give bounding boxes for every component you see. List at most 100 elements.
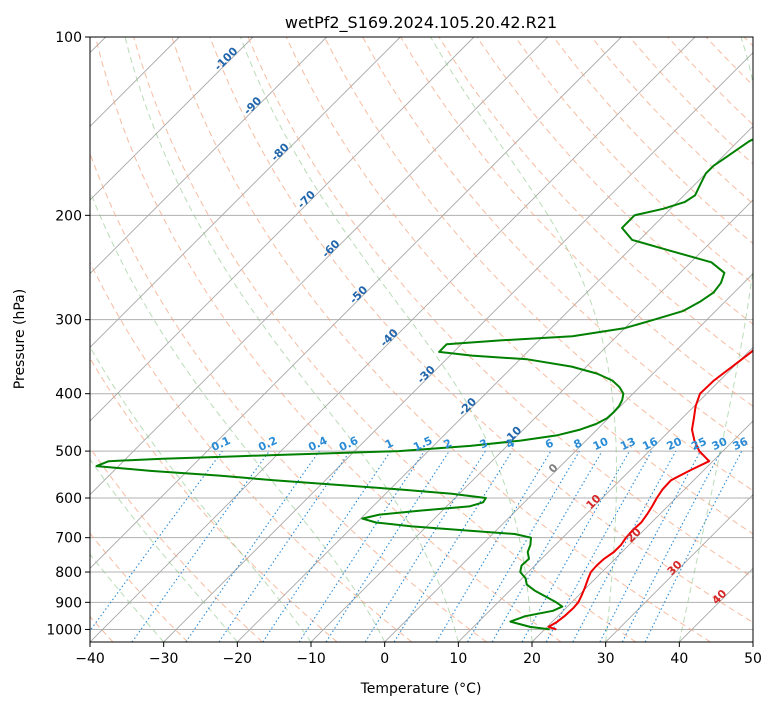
moist-adiabat-line [678,37,753,642]
x-tick-label: 40 [670,651,688,667]
dry-adiabat-line [705,37,753,87]
dry-adiabat-line [323,37,753,492]
mixing-ratio-line [393,450,513,642]
mixing-ratio-label: 25 [689,435,708,453]
dry-adiabat-line [90,446,263,642]
x-tick-label: −40 [75,651,105,667]
mixing-ratio-line [644,450,743,642]
x-tick-label: 10 [449,651,467,667]
isotherm-line [679,567,753,642]
isotherm-label: -90 [241,94,264,117]
dry-adiabat-line [90,357,338,642]
x-tick-label: −10 [296,651,326,667]
dry-adiabat-line [90,532,189,642]
mixing-ratio-line [325,450,450,642]
y-tick-label: 800 [55,565,82,581]
profile-series-line [547,349,753,631]
y-tick-label: 500 [55,444,82,460]
line-labels: 0.1 0.2 0.4 0.6 1 1.5 2 3 4 6 8 10 13 16 20 25 30 36-100-… [209,44,750,607]
y-tick-label: 1000 [46,622,82,638]
x-tick-label: 50 [744,651,762,667]
x-tick-label: −30 [149,651,179,667]
mixing-ratio-line [599,450,701,642]
isotherm-line [458,346,753,642]
mixing-ratio-label: 10 [591,435,611,453]
dry-adiabat-line [95,37,562,642]
profile-series [95,138,753,631]
isotherm-line [752,641,753,642]
moist-adiabat-line [239,37,533,642]
isotherm-line [605,494,753,642]
dry-adiabat-line [171,37,711,642]
y-tick-label: 200 [55,208,82,224]
mixing-ratio-line [185,450,320,642]
isotherm-line [90,37,401,348]
moist-adiabat-line [430,37,617,642]
dry-adiabat-line [552,37,753,245]
isotherm-line [90,37,327,275]
mixing-ratio-line [545,450,653,642]
y-tick-label: 900 [55,595,82,611]
mixing-ratio-line [364,450,486,642]
mixing-ratio-label: 1 [383,436,395,451]
isotherm-label: 40 [709,587,729,607]
plot-frame [89,36,754,643]
moist-adiabat-line [90,189,386,642]
y-tick-label: 700 [55,531,82,547]
isotherm-line [90,37,548,496]
isotherm-label: -20 [456,395,479,418]
isotherm-label: 10 [584,492,604,512]
dry-adiabat-line [209,37,753,623]
dry-adiabat-line [514,37,753,285]
mixing-ratio-line [521,450,630,642]
dry-adiabat-line [133,37,637,642]
mixing-ratio-label: 13 [618,435,637,453]
x-tick-label: 30 [597,651,615,667]
isotherm-label: -70 [295,188,318,211]
x-tick-label: −20 [223,651,253,667]
mixing-ratio-label: 30 [710,435,730,453]
x-axis-label: Temperature (°C) [360,681,482,697]
mixing-ratio-label: 16 [640,435,660,453]
x-tick-label: 20 [523,651,541,667]
mixing-ratio-line [218,450,351,642]
isotherm-line [90,37,254,201]
mixing-ratio-label: 36 [731,435,751,453]
isotherm-label: -80 [269,140,292,163]
dry-adiabat-line [90,261,413,642]
profile-series-line [95,138,753,631]
mixing-ratio-line [572,450,677,642]
y-axis-ticks: 100 200 300 400 500 600 700 800 900 1000 [46,30,90,638]
dry-adiabat-line [90,152,487,642]
y-tick-label: 600 [55,491,82,507]
isotherm-line [90,37,696,642]
isotherm-label: -100 [212,44,241,73]
mixing-ratio-line [467,450,580,642]
dry-adiabat-line [591,37,753,205]
dry-adiabat-line [743,37,753,47]
y-tick-label: 100 [55,30,82,46]
isotherm-label: -10 [501,424,524,447]
x-tick-label: 0 [380,651,389,667]
isotherm-label: -40 [378,326,401,349]
isotherm-label: 20 [624,525,644,545]
isotherm-label: 30 [665,558,685,578]
x-axis-ticks: −40 −30 −20 −10 0 10 20 30 40 50 [75,642,762,667]
moist-adiabat-line [90,458,238,642]
mixing-ratio-line [298,450,425,642]
y-tick-label: 300 [55,313,82,329]
dry-adiabat-line [667,37,753,126]
isotherm-label: -30 [415,363,438,386]
isotherm-line [531,420,753,642]
chart-title: wetPf2_S169.2024.105.20.42.R21 [285,13,557,33]
y-tick-label: 400 [55,387,82,403]
isotherm-label: -60 [319,237,342,260]
mixing-ratio-label: 20 [665,435,685,453]
isotherm-line [90,37,475,422]
mixing-ratio-line [435,450,552,642]
isotherm-line [384,273,753,642]
mixing-ratio-line [262,450,392,642]
isotherm-line [237,125,753,642]
dry-adiabat-line [285,37,753,535]
